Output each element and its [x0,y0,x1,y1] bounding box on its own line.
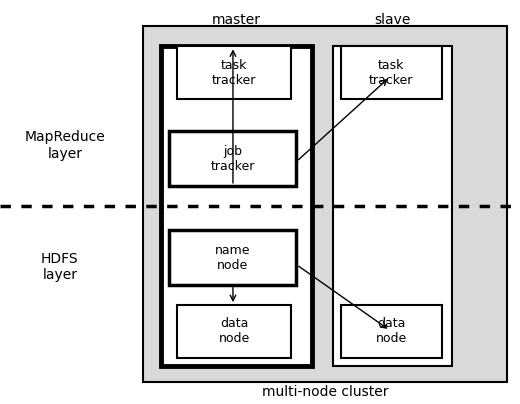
Text: slave: slave [374,13,411,27]
Text: name
node: name node [215,244,251,271]
Text: task
tracker: task tracker [369,59,413,87]
Text: data
node: data node [218,317,250,345]
Text: HDFS
layer: HDFS layer [41,252,79,282]
FancyBboxPatch shape [177,46,291,99]
Text: job
tracker: job tracker [211,145,255,173]
FancyBboxPatch shape [333,46,452,366]
FancyBboxPatch shape [341,305,442,358]
Text: task
tracker: task tracker [212,59,256,87]
Text: master: master [212,13,261,27]
FancyBboxPatch shape [169,230,296,285]
FancyBboxPatch shape [143,26,507,382]
Text: MapReduce
layer: MapReduce layer [24,130,106,160]
Text: multi-node cluster: multi-node cluster [262,385,388,399]
FancyBboxPatch shape [169,131,296,186]
FancyBboxPatch shape [341,46,442,99]
FancyBboxPatch shape [161,46,312,366]
Text: data
node: data node [375,317,407,345]
FancyBboxPatch shape [177,305,291,358]
